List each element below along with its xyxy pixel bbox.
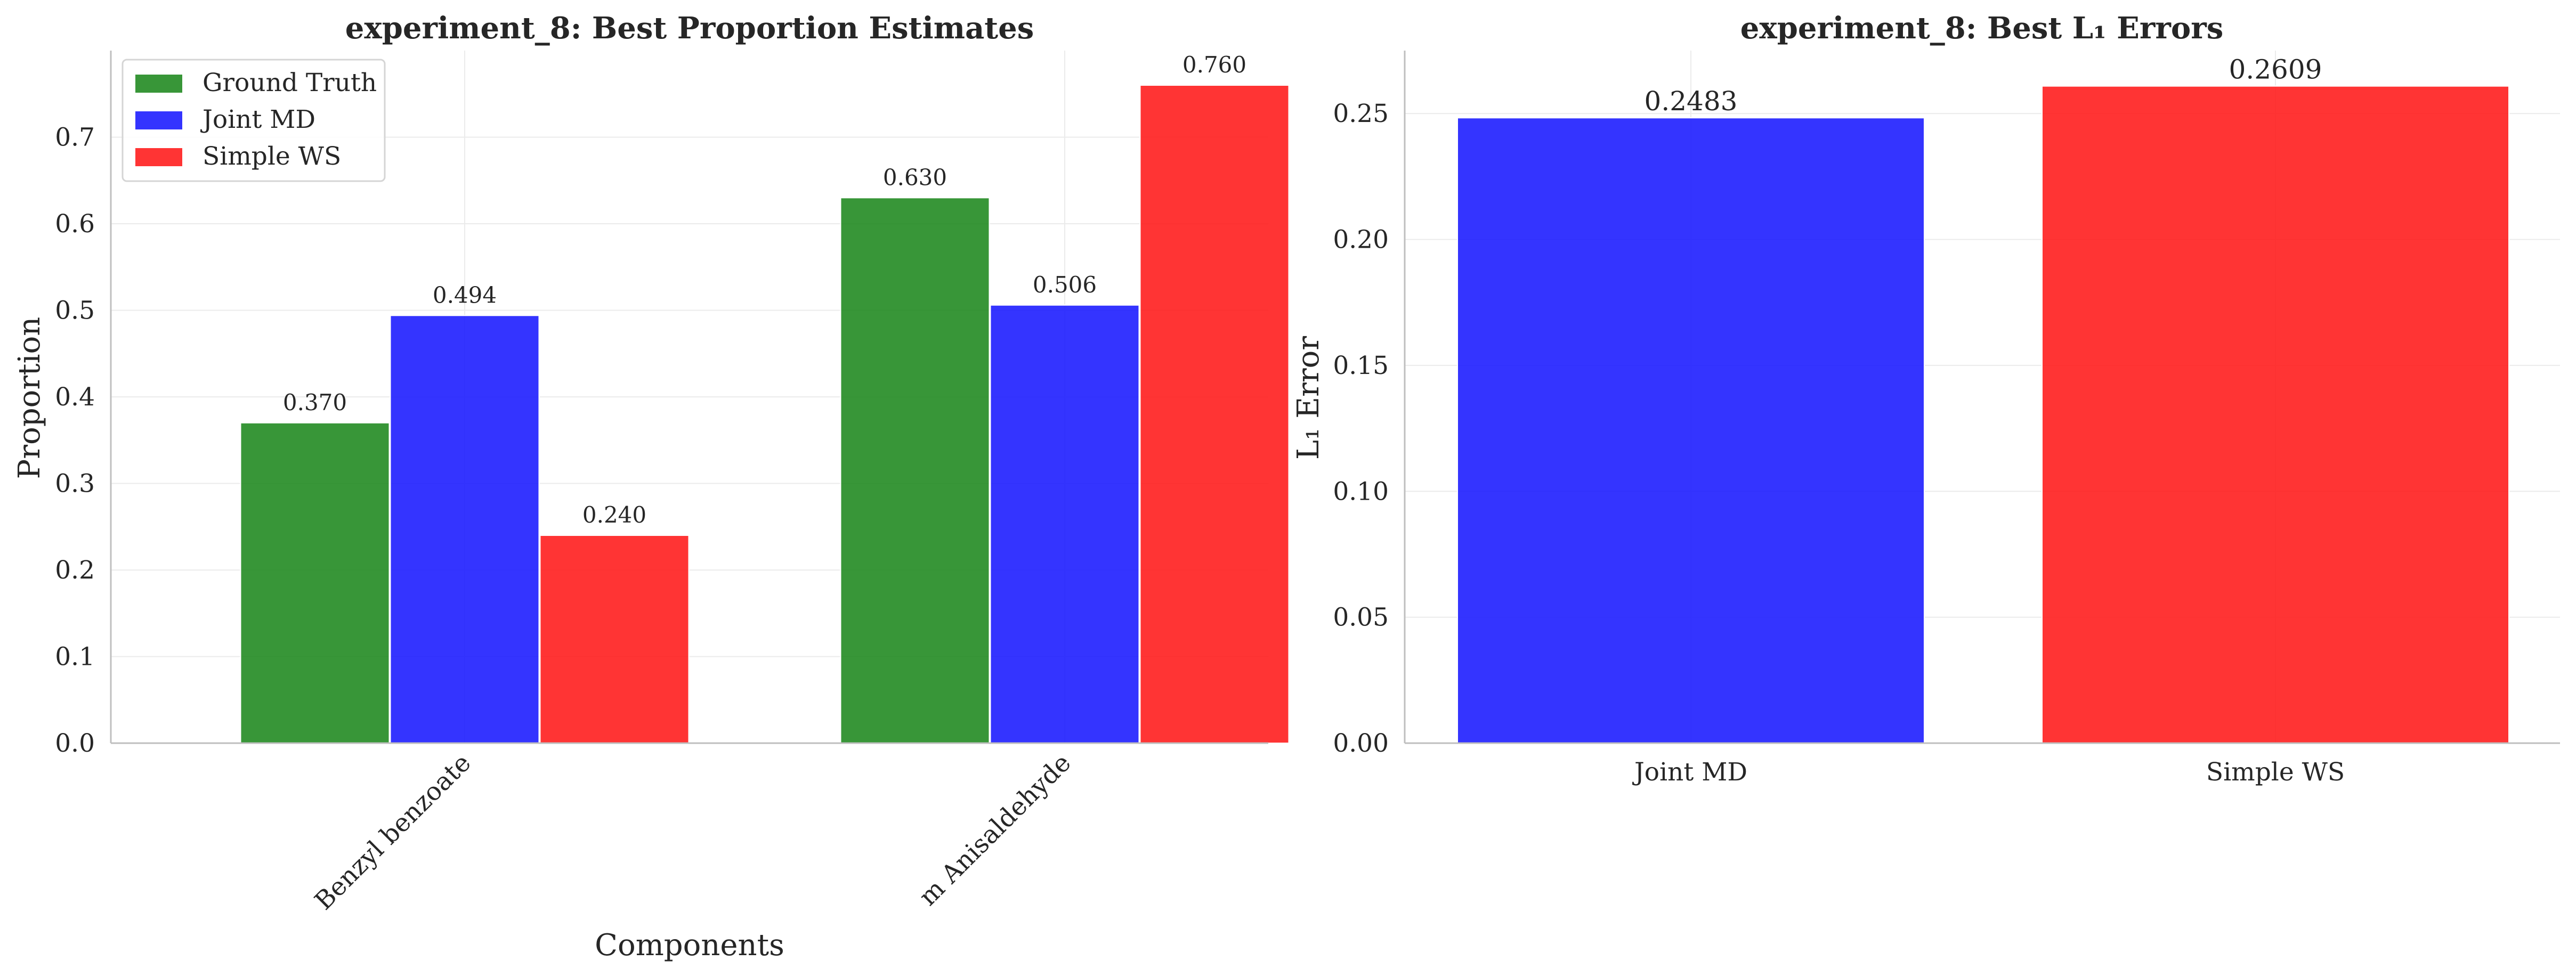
legend-swatch — [135, 148, 182, 166]
bar-simple-ws — [1139, 85, 1290, 744]
y-tick-label: 0.00 — [1333, 729, 1389, 758]
bar-joint-md — [1457, 117, 1925, 744]
legend: Ground Truth Joint MD Simple WS — [121, 59, 386, 182]
y-tick-label: 0.4 — [55, 382, 95, 412]
bar-value-label: 0.760 — [1182, 52, 1246, 78]
y-tick-label: 0.20 — [1333, 225, 1389, 255]
x-tick-label: Joint MD — [1632, 758, 1747, 787]
right-y-tick-labels: 0.00 0.05 0.10 0.15 0.20 0.25 — [1333, 99, 1389, 758]
left-bar-labels: 0.370 0.494 0.240 0.630 0.506 0.760 — [283, 52, 1246, 528]
bar-joint-md — [390, 315, 540, 744]
right-chart-title: experiment_8: Best L₁ Errors — [1740, 11, 2224, 46]
bar-ground-truth — [840, 197, 990, 744]
legend-label: Joint MD — [200, 105, 315, 134]
left-bars — [240, 85, 1290, 744]
left-axes — [110, 51, 1268, 744]
l1-error-chart: 0.2483 0.2609 0.00 0.05 0.10 0.15 0.20 0.25 Jo… — [1291, 11, 2560, 787]
right-y-axis-label: L₁ Error — [1291, 336, 1326, 460]
left-chart-title: experiment_8: Best Proportion Estimates — [345, 11, 1034, 46]
bar-simple-ws — [2042, 85, 2509, 744]
right-bar-labels: 0.2483 0.2609 — [1645, 54, 2322, 117]
bar-value-label: 0.506 — [1033, 272, 1097, 298]
y-tick-label: 0.7 — [55, 123, 95, 152]
left-x-axis-label: Components — [595, 928, 784, 963]
bar-value-label: 0.2483 — [1645, 86, 1738, 117]
y-tick-label: 0.6 — [55, 209, 95, 239]
bar-joint-md — [990, 304, 1140, 744]
bar-value-label: 0.2609 — [2229, 54, 2322, 85]
legend-label: Ground Truth — [202, 68, 377, 97]
y-tick-label: 0.25 — [1333, 99, 1389, 128]
bar-simple-ws — [539, 535, 690, 744]
y-tick-label: 0.3 — [55, 469, 95, 499]
bar-value-label: 0.240 — [582, 502, 646, 528]
y-tick-label: 0.10 — [1333, 477, 1389, 506]
bar-value-label: 0.494 — [433, 282, 497, 308]
y-tick-label: 0.0 — [55, 729, 95, 758]
y-tick-label: 0.5 — [55, 296, 95, 325]
legend-label: Simple WS — [202, 142, 341, 171]
legend-swatch — [135, 111, 182, 129]
x-tick-label: Simple WS — [2206, 758, 2345, 787]
right-axes — [1404, 51, 2560, 744]
y-tick-label: 0.1 — [55, 642, 95, 672]
right-x-tick-labels: Joint MD Simple WS — [1632, 758, 2345, 787]
y-tick-label: 0.15 — [1333, 351, 1389, 380]
bar-value-label: 0.630 — [883, 164, 947, 190]
y-tick-label: 0.05 — [1333, 603, 1389, 632]
left-y-tick-labels: 0.0 0.1 0.2 0.3 0.4 0.5 0.6 0.7 — [55, 123, 95, 759]
bar-ground-truth — [240, 422, 390, 744]
left-y-axis-label: Proportion — [12, 317, 47, 479]
bar-value-label: 0.370 — [283, 389, 347, 416]
y-tick-label: 0.2 — [55, 556, 95, 585]
legend-frame — [121, 59, 386, 182]
right-bars — [1457, 85, 2509, 744]
legend-swatch — [135, 75, 182, 93]
